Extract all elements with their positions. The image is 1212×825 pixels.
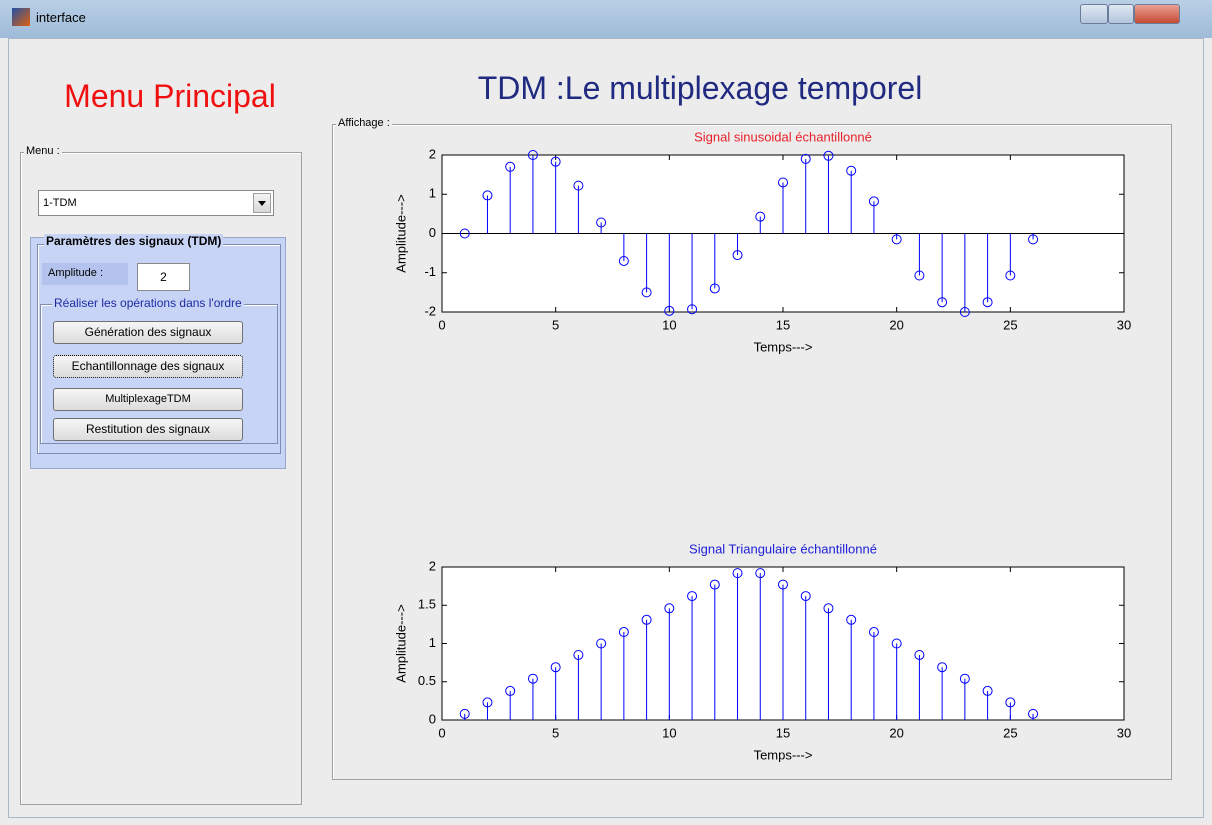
amplitude-input[interactable]: 2 bbox=[137, 263, 190, 291]
maximize-button[interactable] bbox=[1108, 4, 1134, 24]
menu-panel bbox=[20, 152, 302, 805]
app-icon bbox=[12, 8, 30, 26]
display-panel-label: Affichage : bbox=[336, 117, 392, 129]
close-button[interactable] bbox=[1134, 4, 1180, 24]
main-title: TDM :Le multiplexage temporel bbox=[477, 70, 923, 106]
minimize-button[interactable] bbox=[1080, 4, 1108, 24]
display-panel bbox=[332, 124, 1172, 780]
dropdown-value: 1-TDM bbox=[43, 197, 77, 209]
arrow bbox=[258, 201, 266, 206]
params-title: Paramètres des signaux (TDM) bbox=[44, 234, 224, 248]
dropdown-arrow[interactable] bbox=[253, 193, 271, 213]
button[interactable]: MultiplexageTDM bbox=[53, 388, 243, 411]
menu-heading: Menu Principal bbox=[64, 78, 276, 114]
button[interactable]: Génération des signaux bbox=[53, 321, 243, 344]
dropdown[interactable]: 1-TDM bbox=[38, 190, 274, 216]
button[interactable]: Restitution des signaux bbox=[53, 418, 243, 441]
button[interactable]: Echantillonnage des signaux bbox=[53, 355, 243, 378]
window-title: interface bbox=[36, 10, 86, 25]
amplitude-label: Amplitude : bbox=[42, 263, 128, 285]
ops-title: Réaliser les opérations dans l'ordre bbox=[52, 296, 244, 310]
title-bar bbox=[0, 0, 1212, 38]
arrow-icon bbox=[258, 201, 266, 206]
menu-panel-label: Menu : bbox=[24, 145, 62, 157]
